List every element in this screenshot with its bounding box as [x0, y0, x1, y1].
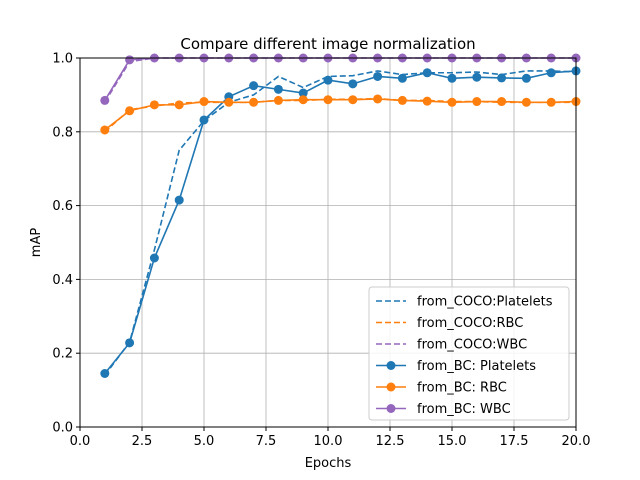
- legend-item: from_BC: WBC: [376, 402, 511, 417]
- data-point: [447, 97, 457, 107]
- series-from-bc-wbc: [100, 53, 581, 105]
- data-point: [447, 73, 457, 83]
- data-point: [199, 97, 209, 107]
- data-point: [373, 71, 383, 81]
- legend: from_COCO:Platelets from_COCO:RBC from_COC…: [368, 286, 570, 421]
- data-point: [199, 115, 209, 125]
- legend-item: from_COCO:WBC: [376, 338, 527, 353]
- legend-label: from_COCO:RBC: [417, 316, 523, 331]
- data-point: [422, 96, 432, 106]
- x-tick-label: 12.5: [376, 434, 405, 449]
- data-point: [249, 97, 259, 107]
- data-point: [149, 100, 159, 110]
- x-tick-label: 10.0: [314, 434, 343, 449]
- legend-box: [368, 286, 570, 421]
- data-point: [125, 106, 135, 116]
- data-point: [174, 100, 184, 110]
- grid: [79, 57, 577, 428]
- legend-item: from_BC: RBC: [376, 381, 507, 396]
- legend-label: from_BC: WBC: [417, 402, 511, 417]
- legend-item: from_COCO:RBC: [376, 316, 523, 331]
- x-tick-label: 17.5: [500, 434, 529, 449]
- x-tick-label: 7.5: [256, 434, 277, 449]
- x-tick-label: 2.5: [132, 434, 153, 449]
- series-line-from-coco-platelets: [104, 70, 577, 376]
- data-point: [224, 97, 234, 107]
- data-point: [348, 95, 358, 105]
- legend-label: from_BC: Platelets: [417, 359, 536, 374]
- x-tick-label: 5.0: [194, 434, 215, 449]
- data-point: [273, 95, 283, 105]
- data-point: [298, 88, 308, 98]
- x-tick-label: 0.0: [70, 434, 91, 449]
- y-axis-title: mAP: [29, 228, 44, 258]
- series-from-bc-rbc: [100, 94, 581, 135]
- data-point: [174, 195, 184, 205]
- y-tick-label: 0.6: [52, 199, 73, 214]
- data-point: [348, 79, 358, 89]
- data-point: [100, 95, 110, 105]
- data-point: [497, 73, 507, 83]
- data-point: [125, 55, 135, 65]
- data-point: [100, 368, 110, 378]
- data-point: [100, 125, 110, 135]
- data-point: [521, 73, 531, 83]
- legend-marker: [386, 382, 396, 392]
- x-tick-label: 20.0: [562, 434, 591, 449]
- data-point: [521, 97, 531, 107]
- legend-item: from_COCO:Platelets: [376, 295, 553, 310]
- data-point: [323, 95, 333, 105]
- series-from-bc-platelets: [100, 66, 581, 378]
- legend-label: from_BC: RBC: [417, 381, 507, 396]
- y-tick-label: 0.0: [52, 421, 73, 436]
- data-point: [249, 81, 259, 91]
- y-tick-label: 0.8: [52, 125, 73, 140]
- data-point: [472, 72, 482, 82]
- data-point: [422, 68, 432, 78]
- chart-title: Compare different image normalization: [180, 35, 475, 53]
- data-point: [149, 253, 159, 263]
- data-point: [546, 97, 556, 107]
- x-tick-label: 15.0: [438, 434, 467, 449]
- data-point: [546, 68, 556, 78]
- axis-ticks: 0.0 2.5 5.0 7.5 10.0 12.5 15.0 17.5 20.0 0.0 0.2 0.…: [52, 52, 590, 450]
- legend-marker: [386, 361, 396, 370]
- series-from-coco-platelets: [104, 70, 577, 376]
- data-point: [298, 95, 308, 105]
- legend-item: from_BC: Platelets: [376, 359, 536, 374]
- data-point: [397, 73, 407, 83]
- legend-marker: [386, 404, 396, 413]
- y-tick-label: 0.4: [52, 273, 73, 288]
- data-point: [497, 97, 507, 107]
- data-point: [323, 75, 333, 85]
- data-point: [472, 97, 482, 107]
- y-tick-label: 1.0: [52, 52, 73, 67]
- legend-label: from_COCO:Platelets: [417, 295, 553, 310]
- legend-label: from_COCO:WBC: [417, 338, 527, 353]
- x-axis-title: Epochs: [305, 456, 352, 471]
- data-point: [125, 338, 135, 348]
- data-point: [397, 95, 407, 105]
- data-point: [273, 84, 283, 94]
- data-point: [373, 94, 383, 104]
- series-layer: [100, 53, 581, 378]
- y-tick-label: 0.2: [52, 347, 73, 362]
